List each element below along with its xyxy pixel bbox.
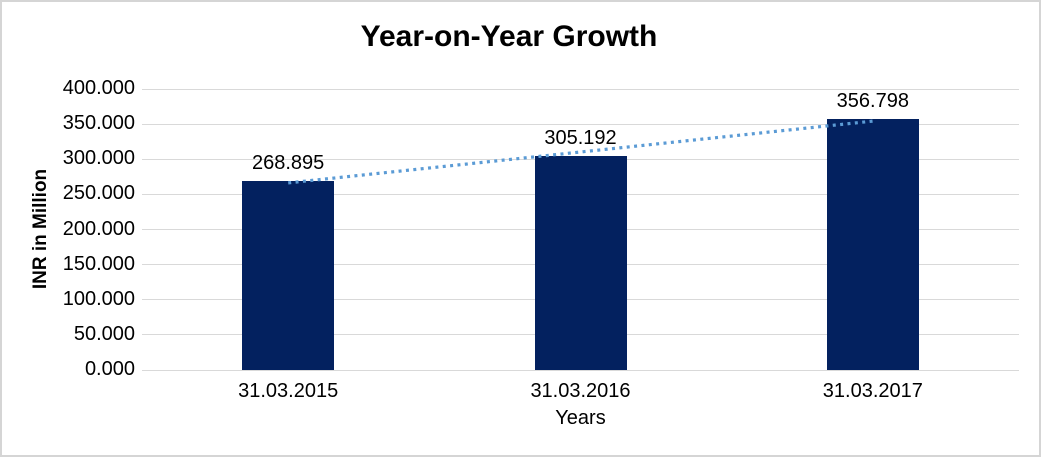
y-tick-label: 350.000: [62, 112, 135, 135]
y-tick-label: 250.000: [62, 182, 135, 205]
y-tick-label: 100.000: [62, 287, 135, 310]
chart-title: Year-on-Year Growth: [360, 20, 658, 53]
trendline-layer: [288, 119, 873, 185]
x-tick-label: 31.03.2017: [822, 380, 923, 402]
y-gridline: [142, 88, 1019, 90]
plot-area: 268.895 305.192 356.798: [142, 88, 1019, 371]
y-tick-label: 400.000: [62, 77, 135, 99]
x-tick-label: 31.03.2015: [238, 380, 339, 402]
x-tick-label: 31.03.2016: [530, 380, 631, 402]
y-gridline: [142, 123, 1019, 125]
bar-31.03.2017: [826, 119, 919, 370]
bar-31.03.2016: [534, 155, 627, 370]
x-axis-title: Years: [555, 407, 606, 429]
y-tick-label: 0.000: [84, 358, 135, 380]
bar-data-label: 305.192: [544, 126, 617, 149]
x-axis-line: [142, 369, 1019, 371]
y-tick-label: 200.000: [62, 217, 135, 240]
y-tick-label: 300.000: [62, 147, 135, 170]
bar-31.03.2015: [242, 181, 335, 370]
bar-data-label: 356.798: [836, 90, 909, 113]
y-tick-label: 150.000: [62, 252, 135, 275]
bar-data-label: 268.895: [252, 152, 325, 175]
trendline: [288, 119, 873, 185]
y-tick-label: 50.000: [73, 322, 135, 345]
